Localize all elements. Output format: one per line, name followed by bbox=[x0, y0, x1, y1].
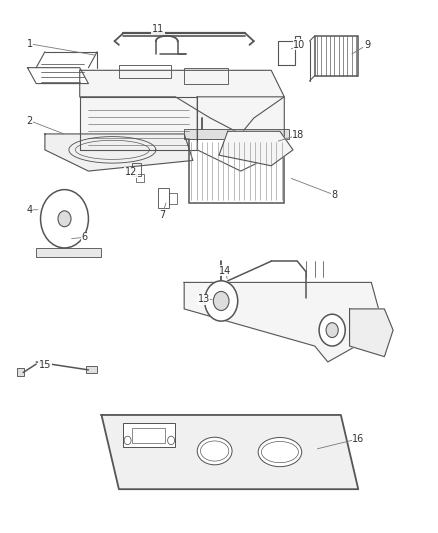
Polygon shape bbox=[350, 309, 393, 357]
Text: 1: 1 bbox=[27, 39, 33, 49]
Text: 9: 9 bbox=[364, 40, 370, 50]
Circle shape bbox=[319, 314, 345, 346]
Text: 18: 18 bbox=[292, 130, 304, 140]
Text: 6: 6 bbox=[81, 232, 87, 243]
Bar bbox=[158, 188, 169, 208]
Text: 7: 7 bbox=[159, 209, 166, 220]
Circle shape bbox=[205, 281, 238, 321]
Polygon shape bbox=[80, 70, 284, 134]
Bar bbox=[132, 427, 165, 442]
Ellipse shape bbox=[201, 441, 229, 461]
Polygon shape bbox=[278, 36, 300, 65]
Text: 10: 10 bbox=[293, 40, 306, 50]
Text: 11: 11 bbox=[152, 24, 164, 34]
Polygon shape bbox=[184, 282, 385, 362]
Text: 2: 2 bbox=[27, 116, 33, 126]
Bar bbox=[132, 163, 141, 176]
Text: 15: 15 bbox=[39, 360, 51, 369]
Text: 13: 13 bbox=[198, 294, 210, 304]
Bar bbox=[36, 248, 102, 257]
Polygon shape bbox=[219, 131, 293, 166]
Polygon shape bbox=[197, 97, 284, 171]
Bar bbox=[315, 36, 358, 76]
Bar bbox=[280, 45, 291, 61]
Bar bbox=[136, 174, 144, 182]
Bar bbox=[119, 65, 171, 78]
Text: 4: 4 bbox=[27, 205, 33, 215]
Text: 14: 14 bbox=[219, 266, 232, 276]
Circle shape bbox=[41, 190, 88, 248]
Polygon shape bbox=[45, 134, 193, 171]
Bar bbox=[188, 139, 284, 203]
Bar bbox=[169, 193, 177, 204]
Circle shape bbox=[58, 211, 71, 227]
Polygon shape bbox=[102, 415, 358, 489]
Circle shape bbox=[168, 436, 175, 445]
Bar bbox=[123, 423, 176, 447]
Bar bbox=[184, 68, 228, 84]
Bar bbox=[17, 368, 25, 376]
Bar bbox=[86, 366, 97, 373]
Text: 12: 12 bbox=[125, 167, 137, 177]
Polygon shape bbox=[28, 68, 88, 84]
Bar bbox=[234, 139, 260, 152]
Ellipse shape bbox=[261, 441, 298, 463]
Text: 16: 16 bbox=[352, 434, 364, 444]
Bar bbox=[184, 128, 289, 139]
Ellipse shape bbox=[258, 438, 302, 467]
Circle shape bbox=[326, 322, 338, 337]
Circle shape bbox=[124, 436, 131, 445]
Text: 8: 8 bbox=[331, 190, 337, 200]
Circle shape bbox=[213, 292, 229, 311]
Ellipse shape bbox=[197, 437, 232, 465]
Polygon shape bbox=[80, 97, 197, 150]
